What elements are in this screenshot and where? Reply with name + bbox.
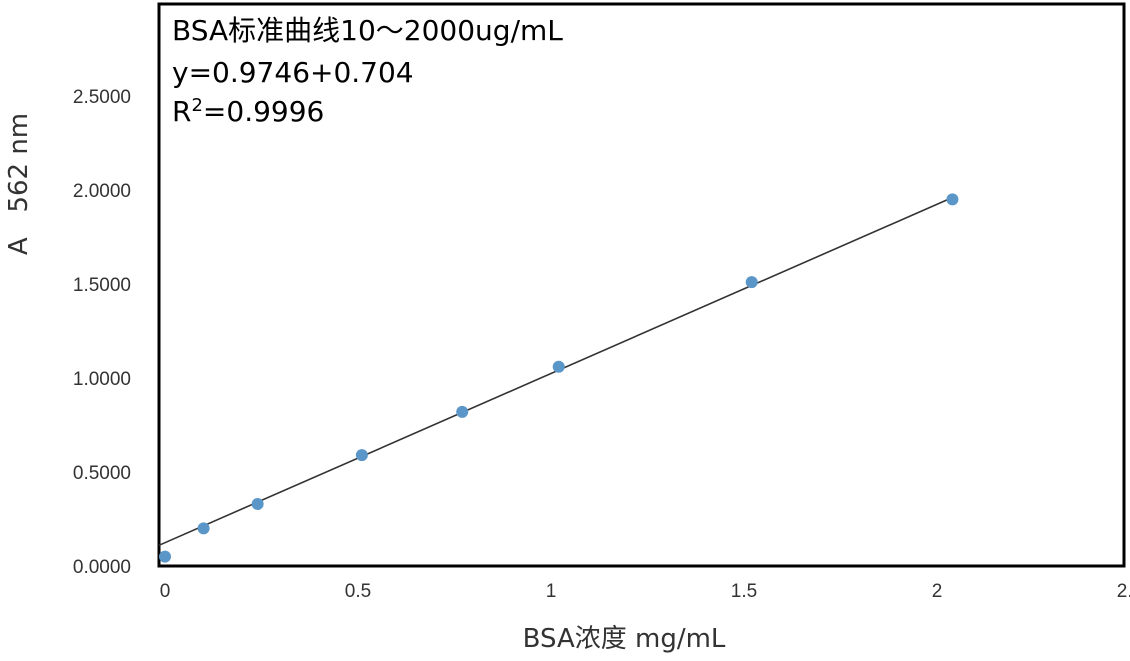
y-tick-label: 0.5000 xyxy=(73,463,131,484)
y-tick-label: 2.5000 xyxy=(73,87,131,108)
x-tick-label: 0.5 xyxy=(345,581,371,602)
plot-frame xyxy=(157,2,1126,568)
data-point xyxy=(355,449,368,462)
y-tick-label: 2.0000 xyxy=(73,181,131,202)
x-tick-label: 2.5 xyxy=(1117,581,1130,602)
x-tick-label: 1.5 xyxy=(731,581,757,602)
y-tick-label: 0.0000 xyxy=(73,557,131,578)
data-point xyxy=(745,276,758,289)
data-point xyxy=(251,497,264,510)
data-point xyxy=(456,405,469,418)
y-axis-title: A 562 nm xyxy=(4,113,34,255)
x-axis-title: BSA浓度 mg/mL xyxy=(523,624,726,654)
data-point xyxy=(946,193,959,206)
x-tick-label: 2 xyxy=(932,581,943,602)
data-points xyxy=(159,193,959,563)
annotation-curve-title: BSA标准曲线10～2000ug/mL xyxy=(172,14,563,47)
annotation-equation: y=0.9746+0.704 xyxy=(172,56,414,89)
data-point xyxy=(159,550,171,563)
data-point xyxy=(552,360,565,373)
x-tick-label: 1 xyxy=(546,581,557,602)
data-point xyxy=(197,522,210,535)
x-tick-label: 0 xyxy=(160,581,171,602)
annotation-r-squared: R2=0.9996 xyxy=(172,95,324,128)
x-axis-ticks: 0 0.5 1 1.5 2 2.5 xyxy=(160,581,1130,602)
y-axis-ticks: 0.0000 0.5000 1.0000 1.5000 2.0000 2.5000 xyxy=(73,87,131,578)
y-tick-label: 1.0000 xyxy=(73,369,131,390)
y-tick-label: 1.5000 xyxy=(73,275,131,296)
